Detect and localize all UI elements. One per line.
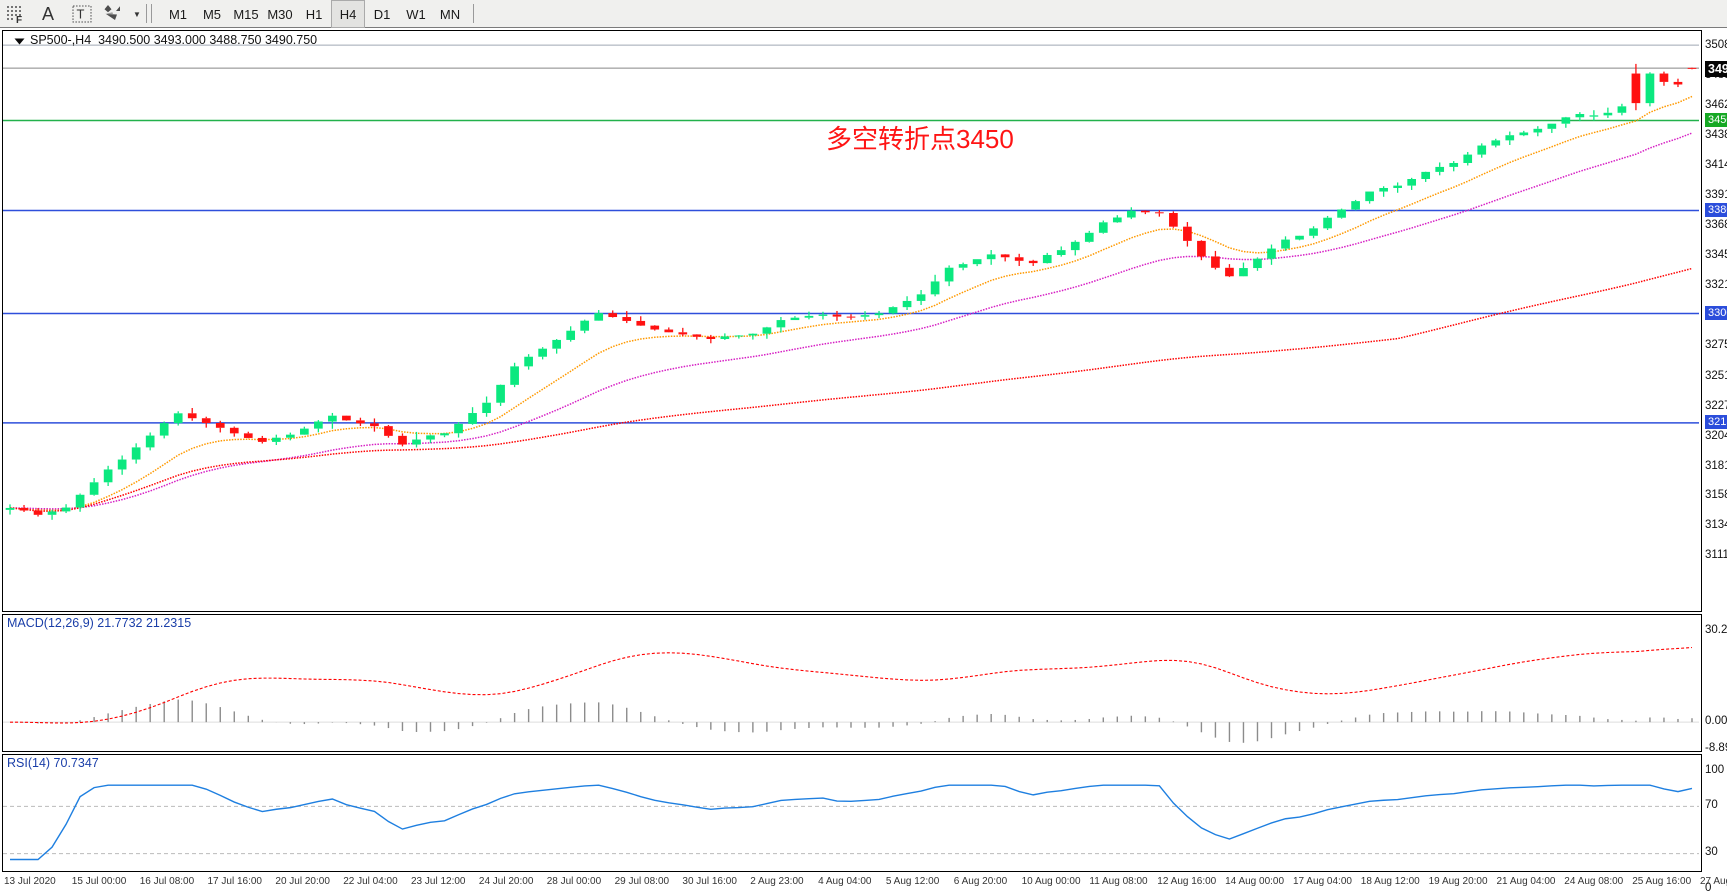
svg-text:T: T [77, 7, 85, 22]
svg-text:F: F [16, 15, 22, 23]
